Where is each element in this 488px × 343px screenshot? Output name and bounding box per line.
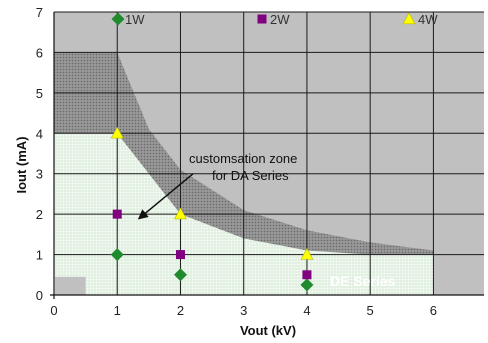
y-tick-label-4: 4: [36, 126, 43, 141]
axes: [50, 12, 484, 299]
point-1w-0: [110, 248, 124, 262]
x-tick-label-5: 5: [367, 303, 374, 318]
x-axis-title: Vout (kV): [240, 323, 296, 338]
point-4w-1: [173, 207, 187, 220]
legend-marker-1w: [111, 12, 125, 26]
data-points: [110, 126, 314, 292]
x-ticks: 0 1 2 3 4 5 6: [50, 303, 437, 318]
legend-label-4w: 4W: [418, 12, 438, 27]
legend-item-1w: 1W: [111, 12, 145, 27]
annotation-line-1: customsation zone: [189, 151, 297, 166]
legend-marker-4w: [402, 12, 416, 25]
x-tick-label-3: 3: [240, 303, 247, 318]
legend-item-4w: 4W: [402, 12, 438, 27]
point-1w-2: [300, 278, 314, 292]
point-4w-2: [300, 247, 314, 260]
legend-item-2w: 2W: [257, 12, 290, 27]
legend-label-2w: 2W: [270, 12, 290, 27]
x-tick-label-2: 2: [177, 303, 184, 318]
y-tick-label-5: 5: [36, 86, 43, 101]
de-series-label: DE Series: [330, 273, 396, 289]
x-tick-label-1: 1: [114, 303, 121, 318]
y-tick-label-7: 7: [36, 5, 43, 20]
x-tick-label-6: 6: [430, 303, 437, 318]
legend-label-1w: 1W: [125, 12, 145, 27]
point-2w-0: [112, 209, 122, 219]
grid: [54, 11, 484, 295]
y-tick-label-6: 6: [36, 45, 43, 60]
x-tick-label-4: 4: [303, 303, 310, 318]
y-tick-label-1: 1: [36, 248, 43, 263]
legend: 1W 2W 4W: [111, 12, 438, 27]
annotation-arrow: [137, 173, 194, 220]
point-1w-1: [173, 268, 187, 282]
legend-marker-2w: [257, 14, 267, 24]
y-tick-label-3: 3: [36, 167, 43, 182]
point-2w-2: [302, 270, 312, 280]
y-ticks: 0 1 2 3 4 5 6 7: [36, 5, 43, 303]
x-tick-label-0: 0: [50, 303, 57, 318]
point-4w-0: [110, 126, 124, 139]
point-2w-1: [175, 250, 185, 260]
annotation: customsation zone for DA Series: [137, 151, 297, 220]
y-tick-label-0: 0: [36, 288, 43, 303]
annotation-line-2: for DA Series: [212, 168, 289, 183]
y-tick-label-2: 2: [36, 207, 43, 222]
origin-corner-block: [55, 276, 86, 295]
y-axis-title: Iout (mA): [14, 136, 29, 193]
